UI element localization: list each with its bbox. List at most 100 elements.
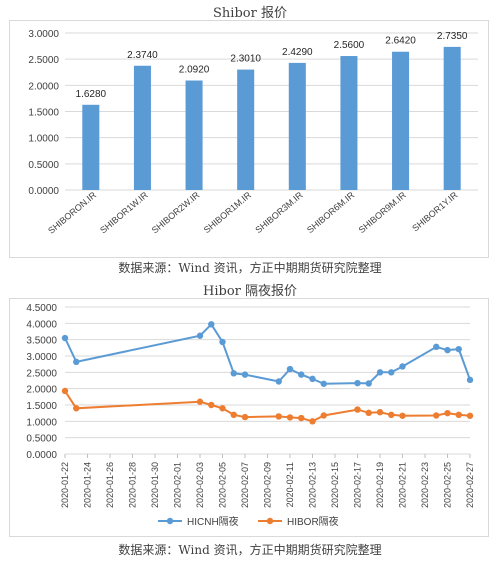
bar-value-label: 1.6280 [76, 89, 107, 100]
x-tick-label: SHIBOR1W.IR [98, 190, 150, 236]
hibor-line-chart: 0.0000 0.5000 1.0000 1.5000 2.0000 2.5000 3.00… [26, 303, 475, 528]
data-point [219, 405, 226, 412]
y-tick-label: 4.0000 [26, 319, 57, 330]
chart2-frame: 0.0000 0.5000 1.0000 1.5000 2.0000 2.5000 3.00… [9, 298, 489, 537]
y-tick-label: 4.5000 [26, 303, 57, 314]
x-tick-label: SHIBOR3M.IR [253, 190, 305, 236]
data-point [61, 387, 69, 395]
bar-value-label: 2.3740 [127, 50, 158, 61]
data-point [286, 414, 294, 421]
chart1-frame: 0.0000 0.5000 1.0000 1.5000 2.0000 2.5000 3.00… [9, 20, 489, 258]
data-point [455, 411, 462, 418]
y-tick-label: 2.5000 [28, 55, 59, 66]
bar-value-label: 2.4290 [282, 47, 313, 58]
data-point [241, 371, 249, 378]
data-point [376, 408, 384, 416]
legend-hicnh-label: HICNH隔夜 [187, 515, 239, 528]
data-point [230, 411, 237, 418]
y-tick-label: 2.5000 [26, 368, 57, 379]
x-tick-label: 2020-02-19 [375, 462, 385, 508]
y-tick-label: 1.0000 [28, 134, 59, 145]
data-point [444, 409, 451, 417]
y-tick-label: 0.0000 [26, 450, 57, 461]
y-tick-label: 0.5000 [26, 434, 57, 445]
bar [288, 62, 306, 190]
chart1-title: Shibor 报价 [213, 6, 287, 21]
hicnh-series-line [64, 322, 471, 385]
data-point [208, 401, 215, 409]
x-tick-label: 2020-02-07 [240, 462, 250, 508]
data-point [275, 413, 282, 420]
y-tick-label: 3.0000 [28, 29, 59, 40]
data-point [388, 369, 395, 376]
x-tick-label: 2020-02-01 [173, 462, 183, 508]
x-tick-label: 2020-02-13 [308, 462, 318, 508]
bar-value-label: 2.0920 [179, 65, 210, 76]
x-tick-label: SHIBOR1Y.IR [410, 190, 460, 234]
chart2-source: 数据来源：Wind 资讯，方正中期期货研究院整理 [118, 543, 382, 557]
data-point [73, 358, 80, 366]
bar [392, 51, 410, 190]
data-point [354, 379, 361, 387]
y-tick-label: 1.0000 [26, 417, 57, 428]
data-point [320, 412, 327, 419]
bar-value-label: 2.3010 [230, 54, 261, 65]
data-point [354, 406, 361, 413]
x-tick-label: 2020-02-17 [353, 462, 363, 508]
bar [82, 104, 100, 190]
data-point [455, 345, 462, 353]
x-tick-label: 2020-01-24 [83, 462, 93, 508]
x-tick-label: 2020-02-05 [218, 462, 228, 508]
shibor-bar-chart: 0.0000 0.5000 1.0000 1.5000 2.0000 2.5000 3.00… [28, 29, 478, 236]
x-tick-label: 2020-02-23 [420, 462, 430, 508]
y-tick-label: 3.0000 [26, 352, 57, 363]
bar-value-label: 2.7350 [437, 31, 468, 42]
bar [185, 80, 203, 190]
data-point [241, 413, 249, 421]
data-point [444, 346, 451, 354]
data-point [208, 321, 215, 328]
bar [340, 56, 358, 190]
hibor-series-line [64, 390, 471, 423]
data-point [309, 375, 316, 383]
x-tick-label: SHIBOR1M.IR [202, 190, 254, 236]
data-point [230, 370, 237, 377]
legend-hibor-marker [266, 517, 274, 525]
data-point [388, 411, 395, 418]
x-tick-label: SHIBOR2W.IR [150, 190, 202, 236]
data-point [73, 405, 80, 412]
y-tick-label: 1.5000 [28, 108, 59, 119]
data-point [286, 365, 294, 373]
x-tick-label: 2020-02-09 [263, 462, 273, 508]
data-point [433, 412, 440, 419]
data-point [196, 332, 204, 339]
x-tick-label: 2020-02-15 [330, 462, 340, 508]
data-point [466, 412, 474, 419]
data-point [298, 414, 305, 422]
x-tick-label: 2020-02-03 [195, 462, 205, 508]
legend-hibor-label: HIBOR隔夜 [287, 515, 339, 528]
legend-hicnh-marker [166, 517, 174, 525]
data-point [433, 343, 440, 351]
data-point [219, 338, 226, 346]
data-point [376, 369, 384, 376]
x-tick-label: 2020-01-30 [150, 462, 160, 508]
data-point [275, 378, 282, 385]
y-tick-label: 1.5000 [26, 401, 57, 412]
data-point [365, 380, 372, 387]
x-tick-label: 2020-02-11 [285, 462, 295, 507]
data-point [466, 376, 474, 384]
x-tick-label: 2020-02-21 [398, 462, 408, 508]
data-point [61, 334, 69, 342]
data-point [196, 398, 204, 405]
data-point [399, 363, 406, 370]
chart2-title: Hibor 隔夜报价 [203, 284, 297, 299]
data-point [365, 409, 372, 417]
data-point [309, 418, 316, 425]
x-tick-label: 2020-02-27 [465, 462, 475, 508]
x-tick-label: 2020-01-28 [128, 462, 138, 508]
x-tick-label: 2020-01-26 [105, 462, 115, 508]
bar [237, 69, 255, 190]
x-tick-label: SHIBOR9M.IR [357, 190, 409, 236]
y-tick-label: 3.5000 [26, 336, 57, 347]
